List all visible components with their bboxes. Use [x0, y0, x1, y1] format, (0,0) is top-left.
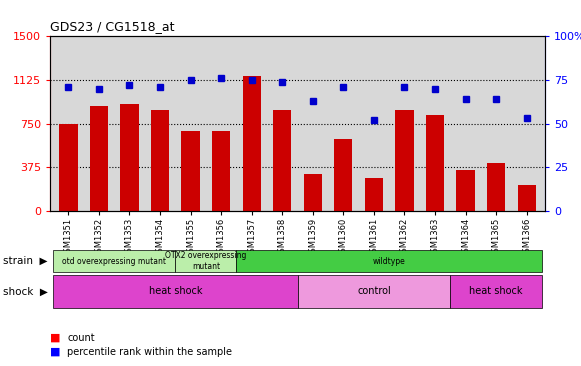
Text: shock  ▶: shock ▶ [3, 287, 48, 296]
Bar [487, 163, 505, 211]
Bar [457, 170, 475, 211]
Bar [334, 139, 353, 211]
Text: count: count [67, 333, 95, 343]
Text: strain  ▶: strain ▶ [3, 256, 48, 266]
Text: otd overexpressing mutant: otd overexpressing mutant [62, 257, 166, 265]
Text: ■: ■ [50, 347, 60, 357]
Bar [518, 185, 536, 211]
Bar [120, 104, 139, 211]
Bar [212, 131, 230, 211]
Text: wildtype: wildtype [373, 257, 406, 265]
Bar [304, 173, 322, 211]
Bar [273, 109, 292, 211]
Text: OTX2 overexpressing
mutant: OTX2 overexpressing mutant [165, 251, 246, 271]
Bar [365, 178, 383, 211]
Text: control: control [357, 287, 391, 296]
Text: heat shock: heat shock [469, 287, 523, 296]
Bar [242, 76, 261, 211]
Bar [426, 115, 444, 211]
Text: percentile rank within the sample: percentile rank within the sample [67, 347, 232, 357]
Bar [395, 109, 414, 211]
Text: GDS23 / CG1518_at: GDS23 / CG1518_at [50, 20, 174, 33]
Bar [89, 106, 108, 211]
Bar [151, 109, 169, 211]
Bar [181, 131, 200, 211]
Bar [59, 123, 77, 211]
Text: ■: ■ [50, 333, 60, 343]
Text: heat shock: heat shock [149, 287, 202, 296]
